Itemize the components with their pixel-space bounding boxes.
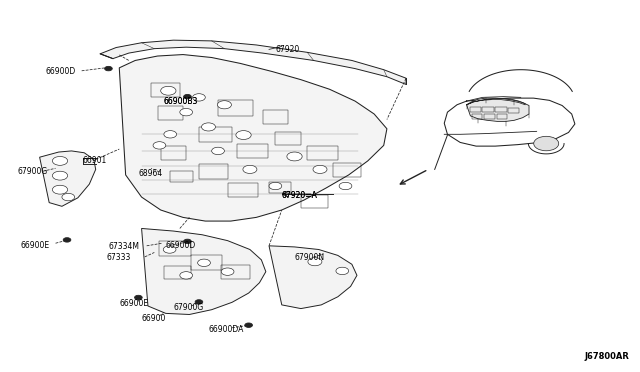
Bar — [159, 241, 191, 256]
Bar — [157, 106, 183, 119]
Circle shape — [243, 165, 257, 173]
Bar — [164, 266, 191, 279]
Circle shape — [195, 300, 203, 304]
Circle shape — [52, 157, 68, 165]
Bar — [497, 114, 508, 119]
Text: 67920=A: 67920=A — [282, 191, 317, 200]
Circle shape — [193, 94, 205, 101]
Circle shape — [236, 131, 251, 140]
Circle shape — [163, 246, 176, 253]
Circle shape — [161, 86, 176, 95]
Circle shape — [534, 136, 559, 151]
Text: 67900G: 67900G — [17, 167, 47, 176]
Bar — [151, 83, 180, 97]
Circle shape — [134, 295, 142, 300]
Circle shape — [52, 185, 68, 194]
Text: J67800AR: J67800AR — [584, 352, 629, 361]
Text: 67900N: 67900N — [294, 253, 324, 263]
Circle shape — [198, 259, 211, 266]
Circle shape — [221, 268, 234, 275]
Circle shape — [62, 193, 75, 201]
Polygon shape — [467, 98, 529, 121]
Circle shape — [104, 66, 112, 71]
Circle shape — [164, 131, 177, 138]
Bar — [199, 164, 228, 179]
Circle shape — [180, 272, 193, 279]
Text: 68964: 68964 — [138, 169, 163, 177]
Text: 67920=A: 67920=A — [282, 191, 317, 200]
Bar — [228, 183, 258, 197]
Circle shape — [313, 165, 327, 173]
Circle shape — [184, 94, 191, 99]
Text: 66900D: 66900D — [46, 67, 76, 76]
Circle shape — [180, 109, 193, 116]
Bar — [218, 100, 253, 116]
Polygon shape — [100, 40, 406, 84]
Text: 67900G: 67900G — [173, 303, 204, 312]
Circle shape — [269, 182, 282, 190]
Text: 66900B3: 66900B3 — [164, 97, 198, 106]
Text: 66900DA: 66900DA — [209, 325, 244, 334]
Circle shape — [212, 147, 225, 155]
Bar — [221, 265, 250, 279]
Circle shape — [202, 123, 216, 131]
Bar — [199, 127, 232, 142]
Circle shape — [308, 258, 322, 266]
Text: 67333: 67333 — [106, 253, 131, 263]
Text: 67920: 67920 — [275, 45, 300, 54]
Bar — [170, 171, 193, 182]
Bar — [470, 107, 481, 112]
Bar — [472, 114, 482, 119]
Circle shape — [153, 142, 166, 149]
Polygon shape — [141, 228, 266, 314]
Text: 66900E: 66900E — [20, 241, 50, 250]
Bar — [483, 107, 494, 112]
Circle shape — [218, 101, 232, 109]
Circle shape — [336, 267, 349, 275]
Polygon shape — [119, 55, 387, 221]
Bar — [191, 256, 222, 270]
Bar — [301, 195, 328, 208]
Circle shape — [184, 239, 191, 244]
Polygon shape — [40, 151, 96, 206]
Text: 66900E: 66900E — [119, 299, 148, 308]
Bar — [495, 107, 507, 112]
Bar — [269, 182, 291, 193]
Polygon shape — [269, 246, 357, 309]
Text: 67334M: 67334M — [108, 243, 140, 251]
Bar — [161, 146, 186, 160]
Circle shape — [245, 323, 252, 327]
Text: 66900: 66900 — [141, 314, 166, 323]
Circle shape — [52, 171, 68, 180]
Circle shape — [339, 182, 352, 190]
Bar — [508, 108, 520, 113]
Bar — [275, 132, 301, 145]
Text: 66900D: 66900D — [166, 241, 196, 250]
Bar — [262, 110, 288, 124]
Text: 66900B3: 66900B3 — [164, 97, 198, 106]
Bar — [237, 144, 268, 158]
Bar — [484, 114, 495, 119]
Circle shape — [63, 238, 71, 242]
Bar — [307, 146, 338, 160]
Bar — [333, 163, 362, 177]
Text: 66901: 66901 — [83, 155, 108, 165]
Circle shape — [287, 152, 302, 161]
